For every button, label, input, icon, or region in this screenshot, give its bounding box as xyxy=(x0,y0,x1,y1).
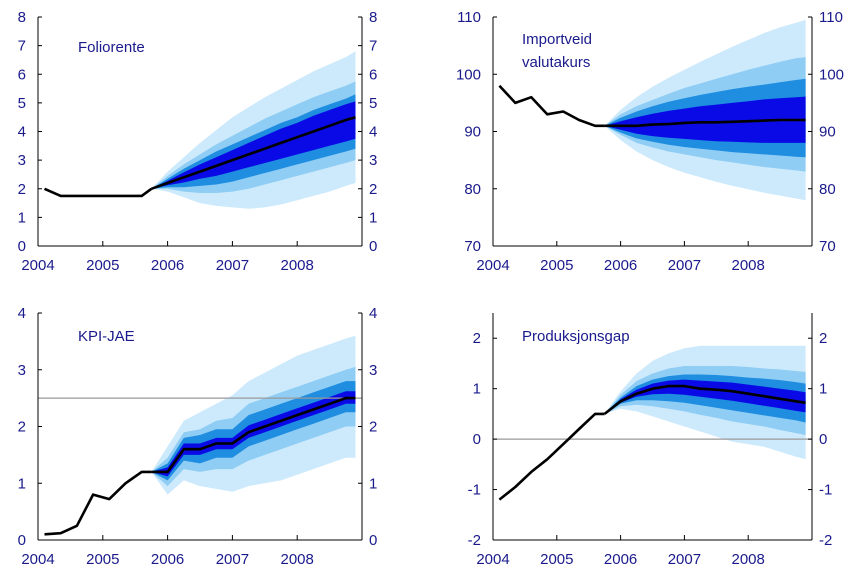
chart-panel-3: 0 0 1 1 2 2 3 3 4 4 2004 2005 2006 2007 2008 KPI-JAE xyxy=(18,305,378,568)
y-tick-label-right: 1 xyxy=(369,475,377,492)
fan-band-30pct xyxy=(604,96,806,143)
y-tick-label-left: 2 xyxy=(18,419,26,436)
y-tick-label-left: 3 xyxy=(18,152,26,169)
y-tick-label-right: 2 xyxy=(819,330,827,347)
x-tick-label: 2008 xyxy=(281,257,314,274)
x-tick-label: 2008 xyxy=(281,551,314,568)
y-tick-label-right: 2 xyxy=(369,419,377,436)
y-tick-label-left: 100 xyxy=(456,66,481,83)
chart-title: KPI-JAE xyxy=(78,328,135,345)
chart-title-line: KPI-JAE xyxy=(78,328,135,345)
y-tick-label-right: 2 xyxy=(369,181,377,198)
y-tick-label-left: 80 xyxy=(464,181,481,198)
chart-title-line: valutakurs xyxy=(522,54,590,71)
y-tick-label-left: -1 xyxy=(468,482,481,499)
y-tick-label-left: 1 xyxy=(473,381,481,398)
y-tick-label-right: 8 xyxy=(369,9,377,26)
y-tick-label-right: 0 xyxy=(819,431,827,448)
x-tick-label: 2006 xyxy=(151,551,184,568)
y-tick-label-left: 6 xyxy=(18,66,26,83)
chart-title-line: Importveid xyxy=(522,31,592,48)
x-tick-label: 2007 xyxy=(668,257,701,274)
y-tick-label-left: 0 xyxy=(18,238,26,255)
chart-panel-4: -2 -2 -1 -1 0 0 1 1 2 2 2004 2005 2006 2007 2008 Produk… xyxy=(468,313,832,568)
y-tick-label-left: 8 xyxy=(18,9,26,26)
chart-title-line: Produksjonsgap xyxy=(522,328,630,345)
x-tick-label: 2004 xyxy=(476,551,509,568)
y-tick-label-right: 4 xyxy=(369,305,377,322)
y-tick-label-right: 3 xyxy=(369,362,377,379)
y-tick-label-left: 4 xyxy=(18,305,26,322)
x-tick-label: 2007 xyxy=(668,551,701,568)
history-line xyxy=(43,187,153,198)
x-tick-label: 2007 xyxy=(216,551,249,568)
y-tick-label-right: 110 xyxy=(819,9,843,26)
y-tick-label-left: 1 xyxy=(18,209,26,226)
y-tick-label-left: 70 xyxy=(464,238,481,255)
y-tick-label-right: 7 xyxy=(369,38,377,55)
y-tick-label-right: 3 xyxy=(369,152,377,169)
y-tick-label-left: 2 xyxy=(18,181,26,198)
y-tick-label-right: 6 xyxy=(369,66,377,83)
y-tick-label-right: 80 xyxy=(819,181,836,198)
chart-panel-2: 70 70 80 80 90 90 100 100 110 110 2004 2005 2006 2007… xyxy=(456,9,844,274)
x-tick-label: 2005 xyxy=(86,257,119,274)
chart-title: Foliorente xyxy=(78,39,145,56)
history-line xyxy=(498,412,605,501)
y-tick-label-right: 100 xyxy=(819,66,844,83)
x-tick-label: 2006 xyxy=(151,257,184,274)
y-tick-label-left: 2 xyxy=(473,330,481,347)
x-tick-label: 2005 xyxy=(86,551,119,568)
median-forecast-line xyxy=(150,115,356,191)
history-line xyxy=(498,84,605,128)
x-tick-label: 2004 xyxy=(21,257,54,274)
x-tick-label: 2005 xyxy=(540,257,573,274)
y-tick-label-left: 0 xyxy=(18,532,26,549)
y-tick-label-right: -2 xyxy=(819,532,832,549)
y-tick-label-right: 5 xyxy=(369,95,377,112)
y-tick-label-right: 4 xyxy=(369,124,377,141)
chart-panel-1: 0 0 1 1 2 2 3 3 4 4 5 5 6 6 7 7 8 8 2004 2005 2006 2007 2008 Fo… xyxy=(18,9,378,274)
y-tick-label-left: 5 xyxy=(18,95,26,112)
y-tick-label-right: 70 xyxy=(819,238,836,255)
y-tick-label-left: 0 xyxy=(473,431,481,448)
chart-title: Produksjonsgap xyxy=(522,328,630,345)
y-tick-label-left: 3 xyxy=(18,362,26,379)
y-tick-label-left: 4 xyxy=(18,124,26,141)
median-forecast-line xyxy=(603,384,806,415)
y-tick-label-right: 90 xyxy=(819,124,836,141)
x-tick-label: 2008 xyxy=(732,551,765,568)
x-tick-label: 2005 xyxy=(540,551,573,568)
median-forecast-line xyxy=(151,396,356,474)
history-line xyxy=(44,470,152,536)
y-tick-label-left: 110 xyxy=(457,9,481,26)
x-tick-label: 2007 xyxy=(216,257,249,274)
chart-title-line: Foliorente xyxy=(78,39,145,56)
x-tick-label: 2004 xyxy=(21,551,54,568)
x-tick-label: 2006 xyxy=(604,551,637,568)
chart-title: Importveid valutakurs xyxy=(522,31,592,71)
y-tick-label-right: 1 xyxy=(369,209,377,226)
fan-band-30pct xyxy=(151,101,356,189)
x-tick-label: 2008 xyxy=(732,257,765,274)
x-tick-label: 2006 xyxy=(604,257,637,274)
y-tick-label-right: 0 xyxy=(369,238,377,255)
x-tick-label: 2004 xyxy=(476,257,509,274)
y-tick-label-left: 7 xyxy=(18,38,26,55)
y-tick-label-right: -1 xyxy=(819,482,832,499)
y-tick-label-left: 1 xyxy=(18,475,26,492)
y-tick-label-left: 90 xyxy=(464,124,481,141)
y-tick-label-right: 0 xyxy=(369,532,377,549)
y-tick-label-right: 1 xyxy=(819,381,827,398)
y-tick-label-left: -2 xyxy=(468,532,481,549)
median-forecast-line xyxy=(604,118,806,128)
